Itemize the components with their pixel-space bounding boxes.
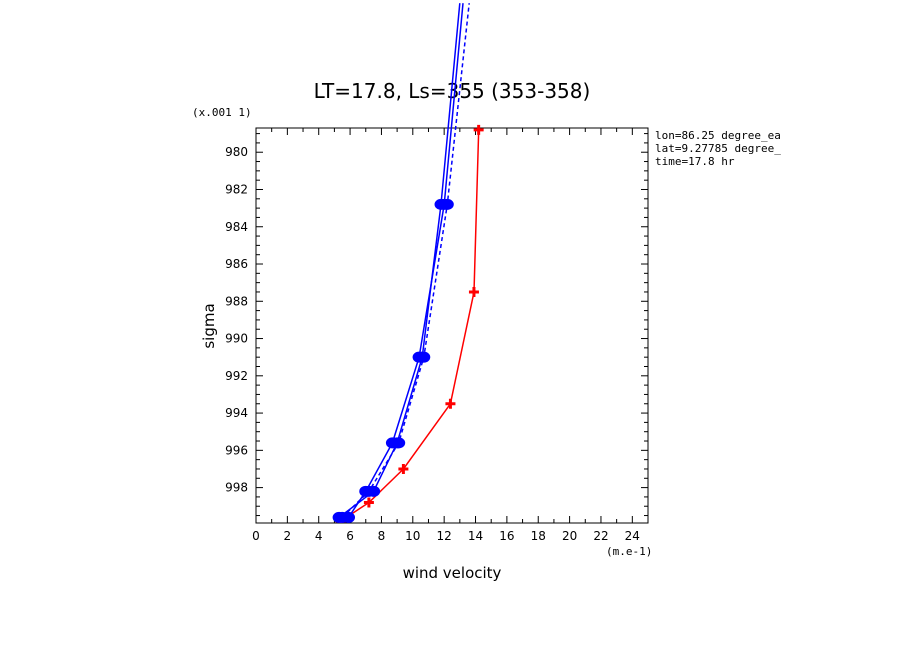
y-axis-label: sigma bbox=[200, 303, 218, 348]
series-point bbox=[362, 485, 376, 497]
x-tick-label: 8 bbox=[378, 529, 386, 543]
y-unit-label: (x.001 1) bbox=[192, 106, 252, 119]
annotation-time: time=17.8 hr bbox=[655, 155, 735, 168]
y-tick-label: 984 bbox=[225, 220, 248, 234]
series-line-1 bbox=[340, 129, 480, 522]
x-tick-label: 6 bbox=[346, 529, 354, 543]
series-point bbox=[473, 124, 484, 135]
series-point bbox=[445, 398, 456, 409]
y-tick-label: 990 bbox=[225, 332, 248, 346]
series-line-4 bbox=[341, 3, 470, 518]
plot-frame bbox=[255, 127, 649, 524]
x-axis-label: wind velocity bbox=[403, 564, 502, 582]
series-point bbox=[440, 198, 454, 210]
x-tick-label: 2 bbox=[284, 529, 292, 543]
series-point bbox=[363, 497, 374, 508]
x-tick-label: 18 bbox=[531, 529, 546, 543]
y-tick-label: 988 bbox=[225, 294, 248, 308]
series-point bbox=[335, 511, 349, 523]
annotation-lon: lon=86.25 degree_ea bbox=[655, 129, 781, 142]
x-tick-label: 22 bbox=[593, 529, 608, 543]
x-tick-label: 0 bbox=[252, 529, 260, 543]
x-tick-label: 4 bbox=[315, 529, 323, 543]
y-tick-label: 992 bbox=[225, 369, 248, 383]
y-tick-label: 998 bbox=[225, 481, 248, 495]
series-point bbox=[417, 351, 431, 363]
x-tick-label: 20 bbox=[562, 529, 577, 543]
annotation-lat: lat=9.27785 degree_ bbox=[655, 142, 781, 155]
x-tick-label: 16 bbox=[499, 529, 514, 543]
y-tick-label: 982 bbox=[225, 182, 248, 196]
annotation-mask bbox=[781, 128, 904, 173]
y-tick-label: 994 bbox=[225, 406, 248, 420]
series-point bbox=[392, 437, 406, 449]
series-point bbox=[468, 286, 479, 297]
x-unit-label: (m.e-1) bbox=[606, 545, 652, 558]
y-tick-label: 996 bbox=[225, 443, 248, 457]
series-layer bbox=[332, 3, 484, 523]
x-tick-label: 12 bbox=[437, 529, 452, 543]
series-point bbox=[398, 463, 409, 474]
x-tick-label: 10 bbox=[405, 529, 420, 543]
y-tick-label: 980 bbox=[225, 145, 248, 159]
x-tick-label: 24 bbox=[625, 529, 640, 543]
axes: 0 2 4 6 8 10 12 14 16 18 20 22 249809829849869889909… bbox=[225, 127, 649, 543]
y-tick-label: 986 bbox=[225, 257, 248, 271]
x-tick-label: 14 bbox=[468, 529, 483, 543]
